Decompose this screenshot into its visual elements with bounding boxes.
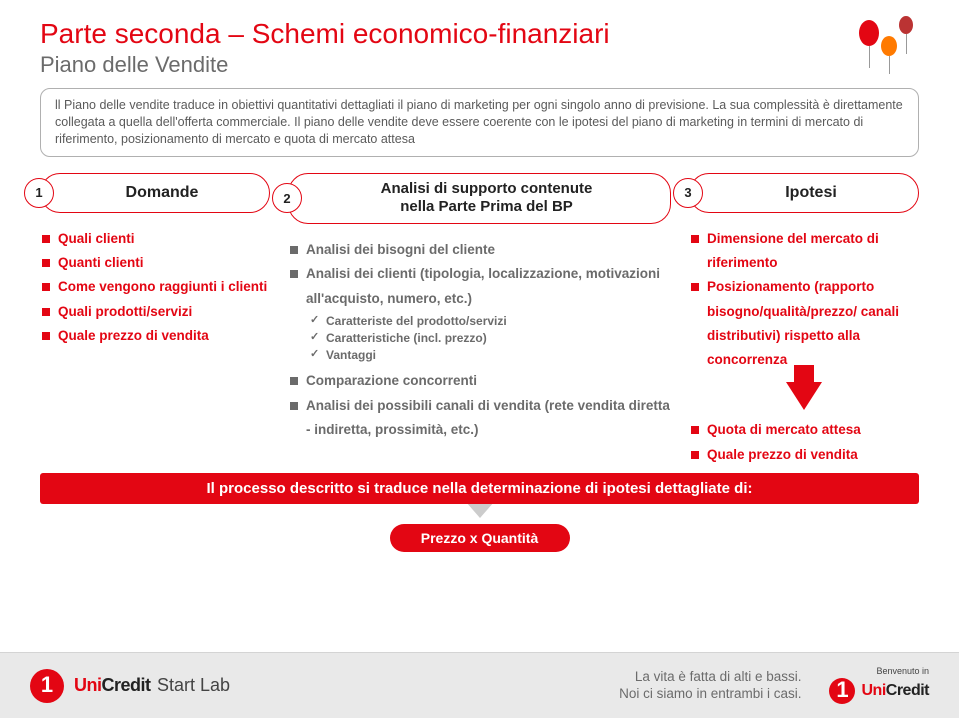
col3-upper-bullets: Dimensione del mercato di riferimento Po… (689, 227, 919, 373)
intro-text: ll Piano delle vendite traduce in obiett… (55, 98, 903, 146)
check-item: Vantaggi (310, 347, 671, 364)
unicredit-ball-icon (829, 678, 855, 704)
list-item: Quale prezzo di vendita (40, 324, 270, 348)
bottom-red-bar: Il processo descritto si traduce nella d… (40, 473, 919, 504)
check-item: Caratteriste del prodotto/servizi (310, 313, 671, 330)
logo-left: UniCredit Start Lab (30, 669, 230, 703)
list-item: Quali clienti (40, 227, 270, 251)
col2-checklist: Caratteriste del prodotto/servizi Caratt… (288, 313, 671, 363)
title-area: Parte seconda – Schemi economico-finanzi… (40, 18, 919, 78)
brand-right: UniCredit (861, 682, 929, 700)
list-item: Analisi dei bisogni del cliente (288, 238, 671, 262)
list-item: Posizionamento (rapporto bisogno/qualità… (689, 275, 919, 372)
page-title: Parte seconda – Schemi economico-finanzi… (40, 18, 919, 50)
footer-tagline: La vita è fatta di alti e bassi. Noi ci … (619, 669, 801, 703)
col3-number-badge: 3 (673, 178, 703, 208)
list-item: Quota di mercato attesa (689, 418, 919, 442)
list-item: Analisi dei clienti (tipologia, localizz… (288, 262, 671, 311)
list-item: Quali prodotti/servizi (40, 300, 270, 324)
chevron-down-icon (466, 502, 494, 518)
logo-right: Benvenuto in UniCredit (829, 667, 929, 704)
benvenuto-label: Benvenuto in (876, 667, 929, 676)
list-item: Come vengono raggiunti i clienti (40, 275, 270, 299)
col2-title-line1: Analisi di supporto contenute (315, 180, 658, 199)
tagline-l2: Noi ci siamo in entrambi i casi. (619, 686, 801, 703)
tagline-l1: La vita è fatta di alti e bassi. (619, 669, 801, 686)
col3-title-pill: Ipotesi (689, 173, 919, 213)
page-subtitle: Piano delle Vendite (40, 52, 919, 78)
col2-number-badge: 2 (272, 183, 302, 213)
column-domande: 1 Domande Quali clienti Quanti clienti C… (40, 173, 270, 467)
intro-text-box: ll Piano delle vendite traduce in obiett… (40, 88, 919, 157)
col2-title-line2: nella Parte Prima del BP (315, 198, 658, 217)
brand-main: UniCredit (74, 675, 151, 695)
brand-sub: Start Lab (157, 675, 230, 695)
col2-bullets: Analisi dei bisogni del cliente Analisi … (288, 238, 671, 311)
col2-bullets-lower: Comparazione concorrenti Analisi dei pos… (288, 369, 671, 442)
down-arrow-icon (786, 382, 822, 410)
col1-number-badge: 1 (24, 178, 54, 208)
list-item: Quale prezzo di vendita (689, 443, 919, 467)
list-item: Dimensione del mercato di riferimento (689, 227, 919, 276)
list-item: Analisi dei possibili canali di vendita … (288, 394, 671, 443)
column-ipotesi: 3 Ipotesi Dimensione del mercato di rife… (689, 173, 919, 467)
unicredit-ball-icon (30, 669, 64, 703)
col1-bullets: Quali clienti Quanti clienti Come vengon… (40, 227, 270, 348)
decor-balloons (853, 10, 933, 90)
list-item: Quanti clienti (40, 251, 270, 275)
list-item: Comparazione concorrenti (288, 369, 671, 393)
check-item: Caratteristiche (incl. prezzo) (310, 330, 671, 347)
formula-pill: Prezzo x Quantità (390, 524, 570, 552)
col2-title-pill: Analisi di supporto contenute nella Part… (288, 173, 671, 225)
gray-arrow-wrap (40, 502, 919, 518)
column-analisi: 2 Analisi di supporto contenute nella Pa… (288, 173, 671, 467)
col3-lower-bullets: Quota di mercato attesa Quale prezzo di … (689, 418, 919, 467)
slide-container: Parte seconda – Schemi economico-finanzi… (0, 0, 959, 718)
col1-title-pill: Domande (40, 173, 270, 213)
footer-bar: UniCredit Start Lab La vita è fatta di a… (0, 652, 959, 718)
columns-row: 1 Domande Quali clienti Quanti clienti C… (40, 173, 919, 467)
